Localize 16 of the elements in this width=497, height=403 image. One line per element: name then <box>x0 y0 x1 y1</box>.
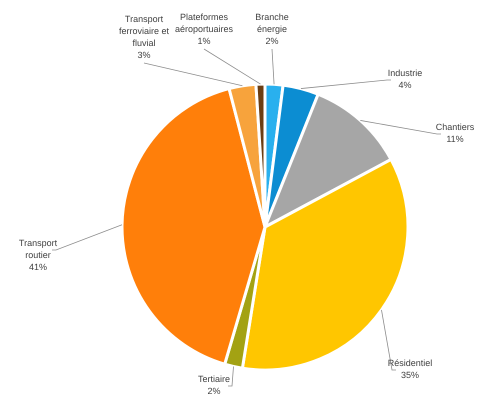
data-label: 2% <box>265 36 279 46</box>
data-label: 2% <box>207 386 221 396</box>
slice-label: Transport ferroviaire et fluvial <box>118 14 170 48</box>
data-label: 41% <box>28 262 48 272</box>
slice-label: Tertiaire <box>198 374 230 384</box>
slice-label: Résidentiel <box>388 358 432 368</box>
slice-label: Chantiers <box>436 122 475 132</box>
data-label: 11% <box>446 134 464 144</box>
slice-label: Plateformes aéroportuaires <box>174 12 234 34</box>
slice-label: Industrie <box>388 68 422 78</box>
data-label: 1% <box>197 36 211 46</box>
data-label: 4% <box>398 80 412 90</box>
data-label: 35% <box>400 370 420 380</box>
slice-label: Branche énergie <box>255 12 289 34</box>
data-label: 3% <box>137 50 151 60</box>
slice-label: Transport routier <box>18 238 58 260</box>
